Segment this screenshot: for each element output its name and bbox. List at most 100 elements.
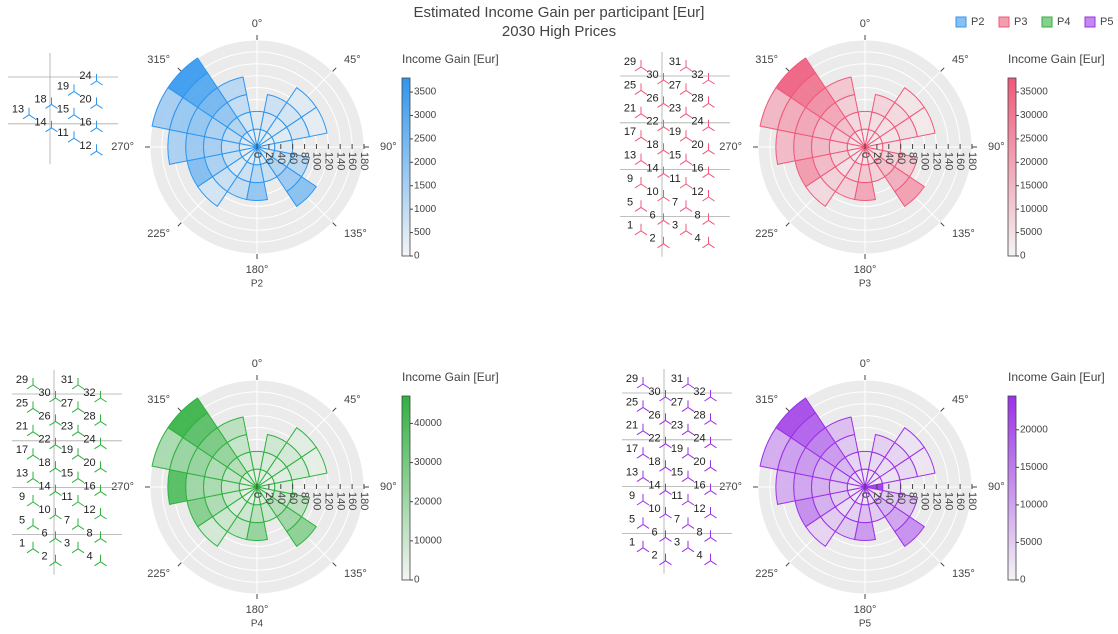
turbine-icon bbox=[49, 514, 56, 520]
turbine-label: 18 bbox=[38, 457, 50, 469]
turbine-icon bbox=[71, 454, 79, 460]
turbine-icon bbox=[636, 523, 644, 529]
turbine-icon bbox=[77, 501, 85, 507]
turbine-icon bbox=[710, 560, 717, 566]
colorbar-tick-label: 30000 bbox=[414, 457, 442, 468]
turbine-label: 32 bbox=[83, 387, 95, 399]
turbine-icon bbox=[663, 149, 670, 155]
turbine-label: 13 bbox=[624, 150, 636, 162]
turbine-label: 32 bbox=[693, 386, 705, 398]
turbine-icon bbox=[702, 102, 709, 108]
angular-tick bbox=[177, 407, 182, 412]
turbine-label: 22 bbox=[38, 434, 50, 446]
turbine-icon bbox=[663, 79, 670, 85]
turbine-icon bbox=[685, 206, 693, 212]
legend-swatch bbox=[998, 16, 1010, 28]
turbine-icon bbox=[55, 397, 62, 403]
turbine-label: 16 bbox=[83, 481, 95, 493]
sector-bar bbox=[824, 416, 856, 444]
turbine-icon bbox=[659, 513, 666, 519]
colorbar-title: Income Gain [Eur] bbox=[402, 52, 499, 66]
turbine-icon bbox=[49, 537, 56, 543]
turbine-icon bbox=[687, 523, 695, 529]
radial-tick-label: 140 bbox=[942, 492, 954, 510]
angular-tick-label: 135° bbox=[344, 568, 367, 580]
turbine-icon bbox=[708, 126, 715, 132]
sector-bar bbox=[167, 57, 209, 99]
turbine-icon bbox=[26, 431, 34, 437]
turbine-icon bbox=[45, 103, 52, 109]
sector-bar bbox=[167, 397, 209, 439]
turbine-icon bbox=[708, 196, 715, 202]
turbine-icon bbox=[681, 523, 689, 529]
colorbar-tick-label: 0 bbox=[1020, 575, 1026, 586]
turbine-icon bbox=[663, 126, 670, 132]
polar-subplot: 0°45°90°135°180°225°270°315°0 20 40 60 80 100… bbox=[622, 16, 1113, 630]
turbine-icon bbox=[710, 536, 717, 542]
turbine-label: 14 bbox=[646, 163, 658, 175]
turbine-icon bbox=[94, 467, 101, 473]
turbine-icon bbox=[26, 407, 34, 413]
colorbar-tick-label: 2500 bbox=[414, 134, 437, 145]
turbine-label: 26 bbox=[38, 410, 50, 422]
radial-tick-label: 40 bbox=[883, 152, 895, 164]
turbine-icon bbox=[640, 183, 648, 189]
radial-tick-label: 120 bbox=[930, 152, 942, 170]
radial-tick-label: 120 bbox=[930, 492, 942, 510]
turbine-icon bbox=[657, 79, 664, 85]
turbine-label: 3 bbox=[674, 537, 680, 549]
turbine-icon bbox=[659, 396, 666, 402]
turbine-icon bbox=[77, 384, 85, 390]
turbine-icon bbox=[49, 397, 56, 403]
turbine-icon bbox=[665, 466, 672, 472]
sector-bar bbox=[824, 76, 856, 104]
turbine-icon bbox=[687, 430, 695, 436]
colorbar-tick-label: 20000 bbox=[1020, 424, 1048, 435]
sector-bar bbox=[185, 132, 206, 162]
subplot-label: P2 bbox=[251, 279, 264, 290]
turbine-icon bbox=[685, 183, 693, 189]
turbine-label: 13 bbox=[626, 467, 638, 479]
turbine-icon bbox=[71, 501, 79, 507]
turbine-icon bbox=[100, 467, 107, 473]
turbine-label: 15 bbox=[57, 104, 69, 116]
turbine-icon bbox=[73, 90, 81, 96]
turbine-label: 31 bbox=[671, 373, 683, 385]
radial-tick-label: 40 bbox=[275, 152, 287, 164]
colorbar-tick-label: 15000 bbox=[1020, 180, 1048, 191]
turbine-label: 24 bbox=[79, 70, 91, 82]
turbine-icon bbox=[663, 196, 670, 202]
turbine-icon bbox=[685, 113, 693, 119]
turbine-label: 18 bbox=[648, 456, 660, 468]
turbine-icon bbox=[55, 537, 62, 543]
turbine-icon bbox=[71, 384, 79, 390]
angular-tick bbox=[940, 67, 945, 72]
turbine-icon bbox=[77, 431, 85, 437]
turbine-icon bbox=[55, 420, 62, 426]
turbine-label: 29 bbox=[16, 374, 28, 386]
turbine-icon bbox=[679, 66, 687, 72]
turbine-icon bbox=[45, 127, 52, 133]
angular-tick bbox=[785, 67, 790, 72]
turbine-icon bbox=[640, 160, 648, 166]
colorbar-tick-label: 5000 bbox=[1020, 227, 1043, 238]
polar-subplot: 0°45°90°135°180°225°270°315°0 20 40 60 80 100… bbox=[8, 16, 984, 290]
turbine-icon bbox=[710, 443, 717, 449]
radial-tick-label: 160 bbox=[954, 152, 966, 170]
turbine-icon bbox=[702, 243, 709, 249]
turbine-icon bbox=[665, 396, 672, 402]
turbine-icon bbox=[687, 500, 695, 506]
turbine-icon bbox=[32, 454, 40, 460]
turbine-icon bbox=[708, 102, 715, 108]
colorbar-tick-label: 1000 bbox=[414, 204, 437, 215]
turbine-icon bbox=[681, 383, 689, 389]
turbine-icon bbox=[685, 136, 693, 142]
colorbar-tick-label: 0 bbox=[1020, 251, 1026, 262]
turbine-icon bbox=[96, 80, 103, 86]
turbine-icon bbox=[659, 490, 666, 496]
colorbar-tick-label: 20000 bbox=[414, 496, 442, 507]
turbine-icon bbox=[663, 219, 670, 225]
turbine-label: 14 bbox=[38, 481, 50, 493]
turbine-icon bbox=[642, 477, 650, 483]
